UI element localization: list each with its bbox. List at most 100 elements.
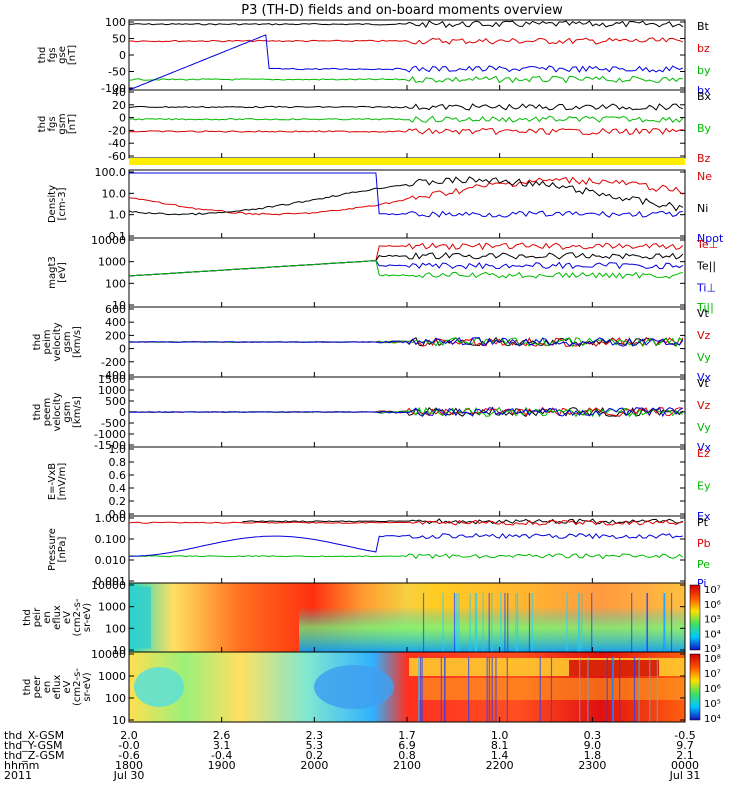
x-row-label: thd_Y-GSM: [4, 739, 63, 752]
y-tick-label: -50: [108, 66, 126, 79]
x-date-end: Jul 31: [669, 769, 701, 782]
y-tick-label: 10000: [91, 579, 126, 592]
y-tick-label: 0.001: [95, 575, 127, 588]
x-row-label: hhmm: [4, 759, 39, 772]
x-tick-label: -0.4: [211, 749, 232, 762]
colorbar: [689, 584, 701, 651]
series-fgs-gsm-2: [128, 127, 683, 136]
x-tick-label: 9.7: [676, 739, 694, 752]
figure-title: P3 (TH-D) fields and on-board moments ov…: [241, 3, 563, 18]
legend-entry: Te||: [696, 260, 716, 273]
legend-entry: Ey: [697, 480, 711, 493]
legend-entry: Ni: [697, 202, 708, 215]
colorbar-tick-label: 10⁶: [704, 600, 721, 611]
x-tick-label: 6.9: [398, 739, 416, 752]
colorbar-tick-label: 10⁷: [704, 585, 721, 596]
y-tick-label: 0.010: [95, 554, 127, 567]
y-axis-label: thd: [22, 679, 33, 696]
x-tick-label: 9.0: [584, 739, 602, 752]
x-row-label: 2011: [4, 769, 32, 782]
x-tick-label: 1.0: [491, 729, 509, 742]
y-tick-label: -400: [101, 369, 126, 382]
y-tick-label: 100.0: [95, 166, 127, 179]
y-axis-label: en: [42, 681, 53, 694]
y-tick-label: -1000: [94, 428, 126, 441]
series-density-2: [129, 172, 683, 218]
y-axis-label: [nT]: [67, 45, 78, 65]
legend-entry: By: [697, 122, 712, 135]
series-fgs-gse-3: [128, 34, 684, 90]
y-tick-label: 0.1: [109, 230, 127, 243]
colorbar-tick-label: 10⁵: [704, 615, 721, 626]
y-tick-label: -500: [101, 417, 126, 430]
y-axis-label: [km/s]: [72, 396, 83, 428]
legend-entry: bz: [697, 42, 710, 55]
x-tick-label: -0.5: [674, 729, 695, 742]
y-axis-label: gse: [57, 46, 68, 64]
series-fgs-gsm-1: [128, 115, 684, 123]
y-tick-label: 1500: [98, 373, 126, 386]
y-tick-label: 1.000: [95, 512, 127, 525]
y-tick-label: -1500: [94, 439, 126, 452]
y-tick-label: 50: [112, 33, 126, 46]
y-axis-label: gsm: [62, 401, 73, 422]
x-tick-label: 2100: [393, 759, 421, 772]
series-temperature-1: [128, 252, 684, 277]
y-axis-label: peer: [32, 675, 43, 699]
x-row-label: thd_Z-GSM: [4, 749, 64, 762]
x-row-label: thd_X-GSM: [4, 729, 64, 742]
y-tick-label: 0.100: [95, 533, 127, 546]
y-tick-label: -100: [101, 82, 126, 95]
legend-entry: Npot: [697, 232, 724, 245]
electron-spectrogram-blob: [314, 665, 394, 709]
y-tick-label: 100: [105, 692, 126, 705]
y-tick-label: 1000: [98, 670, 126, 683]
legend-entry: Te⊥: [696, 238, 718, 251]
y-axis-label: peem: [42, 398, 53, 426]
panel-frame: [128, 89, 686, 159]
x-tick-label: 2200: [486, 759, 514, 772]
y-tick-label: 10: [112, 714, 126, 727]
y-axis-label: E=-VxB: [47, 463, 58, 500]
x-tick-label: 0.3: [584, 729, 602, 742]
series-pressure-1: [128, 519, 683, 526]
y-tick-label: 20: [112, 99, 126, 112]
y-tick-label: 0: [119, 112, 126, 125]
y-tick-label: 1.0: [109, 443, 127, 456]
x-tick-label: 2.1: [676, 749, 694, 762]
legend-entry: Bz: [697, 152, 711, 165]
legend-entry: Ex: [697, 510, 711, 523]
y-tick-label: -60: [108, 150, 126, 163]
panel-frame: [128, 515, 686, 584]
colorbar-tick-label: 10⁴: [704, 629, 721, 640]
x-tick-label: 1800: [115, 759, 143, 772]
y-axis-label: magt3: [47, 256, 58, 289]
y-tick-label: 0.6: [109, 469, 127, 482]
legend-entry: Pb: [697, 537, 711, 550]
legend-entry: Vt: [697, 377, 710, 390]
y-axis-label: [mV/m]: [57, 463, 68, 501]
x-tick-label: 0.2: [306, 749, 324, 762]
x-tick-label: 5.3: [306, 739, 324, 752]
y-tick-label: 0.8: [109, 456, 127, 469]
x-tick-label: 3.1: [213, 739, 231, 752]
legend-entry: Ti||: [696, 301, 714, 314]
series-density-1: [128, 176, 684, 216]
legend-entry: Vz: [697, 399, 711, 412]
y-tick-label: 0.2: [109, 495, 127, 508]
series-ion-velocity-3: [128, 336, 684, 347]
x-tick-label: 2000: [300, 759, 328, 772]
y-axis-label: eV: [62, 680, 73, 693]
colorbar-tick-label: 10⁸: [704, 654, 721, 665]
series-pressure-0: [242, 518, 683, 525]
y-axis-label: Density: [47, 185, 58, 223]
x-tick-label: 2.0: [120, 729, 138, 742]
legend-entry: Vt: [697, 307, 710, 320]
y-tick-label: -40: [108, 137, 126, 150]
series-electron-velocity-3: [129, 406, 684, 418]
panel-ion-spectrogram: 10000 1000 100 10 thd peir en eflux eV (cm2-s-sr-…: [22, 579, 721, 657]
y-tick-label: 0.0: [109, 508, 127, 521]
y-tick-label: 1000: [98, 256, 126, 269]
